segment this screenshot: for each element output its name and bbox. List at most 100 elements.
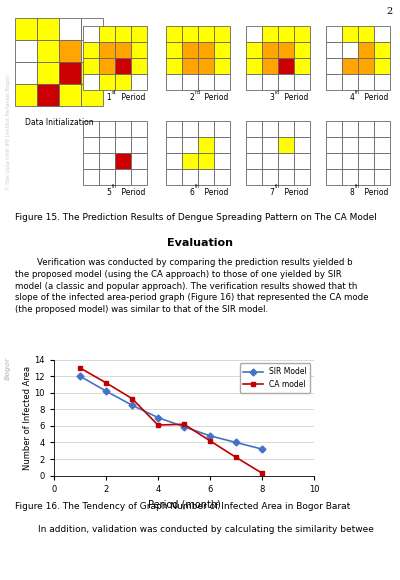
Bar (99, 121, 115, 137)
Bar (15, 62, 37, 84)
Bar (83, 42, 99, 58)
Bar (294, 58, 310, 74)
Bar (131, 42, 147, 58)
Bar (246, 42, 262, 58)
Text: Period: Period (282, 188, 308, 197)
Bar (182, 42, 198, 58)
Line: SIR Model: SIR Model (78, 374, 264, 451)
Bar (131, 169, 147, 185)
CA model (156, 422, 160, 429)
Bar (246, 169, 262, 185)
Bar (278, 153, 294, 169)
Bar (83, 74, 99, 90)
SIR Model (104, 387, 108, 394)
Bar (214, 26, 230, 42)
Bar (358, 42, 374, 58)
CA model (130, 395, 134, 402)
Bar (294, 137, 310, 153)
Bar (214, 169, 230, 185)
Line: CA model: CA model (78, 365, 264, 476)
Bar (246, 26, 262, 42)
Bar (278, 74, 294, 90)
Bar (37, 40, 59, 62)
Bar (83, 121, 99, 137)
CA model (234, 454, 238, 461)
Bar (59, 62, 81, 84)
Bar (294, 169, 310, 185)
Bar (182, 153, 198, 169)
Bar (115, 169, 131, 185)
Bar (246, 121, 262, 137)
Bar (358, 26, 374, 42)
Bar (358, 121, 374, 137)
SIR Model (234, 439, 238, 446)
Bar (326, 26, 342, 42)
Bar (198, 42, 214, 58)
Bar (198, 58, 214, 74)
Bar (99, 26, 115, 42)
Bar (246, 153, 262, 169)
Bar (278, 137, 294, 153)
Bar (342, 137, 358, 153)
Legend: SIR Model, CA model: SIR Model, CA model (240, 364, 310, 393)
Text: 8: 8 (349, 188, 354, 197)
Text: 7: 7 (269, 188, 274, 197)
Bar (131, 137, 147, 153)
Text: th: th (194, 184, 200, 190)
SIR Model (130, 402, 134, 409)
Bar (374, 153, 390, 169)
Bar (358, 153, 374, 169)
Bar (358, 58, 374, 74)
Bar (83, 153, 99, 169)
Text: th: th (354, 184, 360, 190)
Bar (342, 121, 358, 137)
SIR Model (78, 373, 82, 380)
Text: th: th (274, 184, 280, 190)
Text: 2: 2 (189, 93, 194, 102)
Bar (198, 74, 214, 90)
Bar (115, 58, 131, 74)
Text: Data Initialization: Data Initialization (25, 118, 93, 127)
Text: Bogor: Bogor (5, 357, 11, 380)
Bar (374, 26, 390, 42)
Bar (99, 42, 115, 58)
Bar (262, 169, 278, 185)
Bar (262, 58, 278, 74)
Bar (278, 42, 294, 58)
Bar (99, 153, 115, 169)
Bar (182, 74, 198, 90)
Text: Evaluation: Evaluation (167, 238, 233, 248)
Bar (166, 42, 182, 58)
Bar (37, 62, 59, 84)
Bar (166, 74, 182, 90)
Bar (278, 169, 294, 185)
Bar (342, 169, 358, 185)
Bar (374, 42, 390, 58)
Text: Figure 15. The Prediction Results of Dengue Spreading Pattern on The CA Model: Figure 15. The Prediction Results of Den… (15, 213, 377, 222)
Bar (326, 58, 342, 74)
Text: nd: nd (194, 89, 201, 95)
Bar (37, 18, 59, 40)
Bar (182, 58, 198, 74)
Bar (15, 84, 37, 106)
Bar (59, 40, 81, 62)
CA model (260, 470, 264, 477)
Text: Period: Period (362, 188, 388, 197)
Bar (278, 26, 294, 42)
Text: © Hak cipta milik IPB (Institut Pertanian Bogor): © Hak cipta milik IPB (Institut Pertania… (5, 74, 11, 190)
Text: th: th (112, 184, 117, 190)
Bar (166, 121, 182, 137)
Text: In addition, validation was conducted by calculating the similarity betwee: In addition, validation was conducted by… (15, 525, 374, 534)
Bar (198, 137, 214, 153)
Bar (99, 74, 115, 90)
Bar (37, 84, 59, 106)
Bar (326, 153, 342, 169)
Bar (131, 74, 147, 90)
Text: 1: 1 (106, 93, 111, 102)
Bar (131, 121, 147, 137)
Bar (83, 137, 99, 153)
Bar (115, 26, 131, 42)
Text: 4: 4 (349, 93, 354, 102)
Bar (374, 169, 390, 185)
Bar (182, 121, 198, 137)
